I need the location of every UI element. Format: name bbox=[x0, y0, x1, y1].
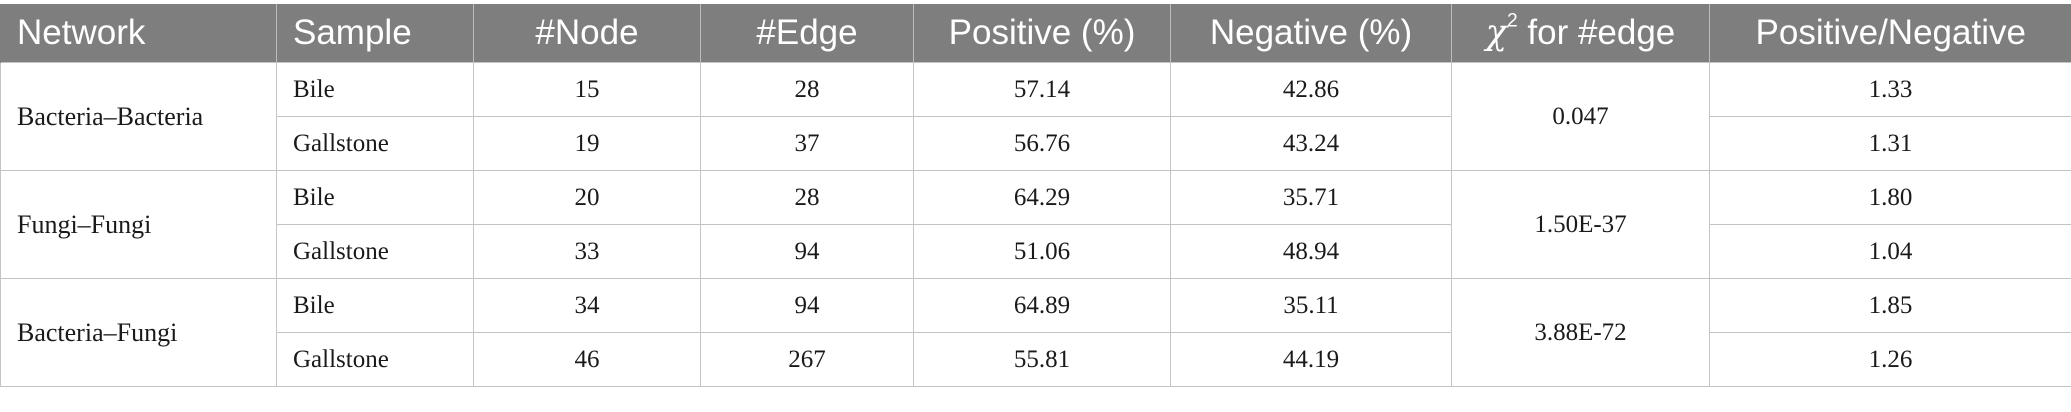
header-ratio: Positive/Negative bbox=[1709, 4, 2071, 63]
header-row: Network Sample #Node #Edge Positive (%) … bbox=[0, 4, 2071, 63]
node-cell: 19 bbox=[473, 116, 701, 171]
network-cell: Bacteria–Fungi bbox=[0, 278, 277, 387]
edge-cell: 37 bbox=[700, 116, 914, 171]
chi2-cell: 0.047 bbox=[1451, 62, 1710, 171]
ratio-cell: 1.33 bbox=[1709, 62, 2071, 117]
sample-cell: Gallstone bbox=[276, 332, 474, 387]
positive-cell: 64.89 bbox=[913, 278, 1171, 333]
negative-cell: 35.71 bbox=[1170, 170, 1452, 225]
network-cell: Fungi–Fungi bbox=[0, 170, 277, 279]
ratio-cell: 1.26 bbox=[1709, 332, 2071, 387]
sample-cell: Bile bbox=[276, 62, 474, 117]
negative-cell: 48.94 bbox=[1170, 224, 1452, 279]
chi-symbol: χ bbox=[1485, 13, 1507, 53]
edge-cell: 28 bbox=[700, 170, 914, 225]
table-row: Bacteria–Fungi Bile 34 94 64.89 35.11 3.… bbox=[0, 278, 2071, 387]
chi-label-rest: for #edge bbox=[1517, 13, 1676, 52]
table-body: Bacteria–Bacteria Bile 15 28 57.14 42.86… bbox=[0, 62, 2071, 387]
edge-cell: 94 bbox=[700, 278, 914, 333]
chi2-cell: 1.50E-37 bbox=[1451, 170, 1710, 279]
chi-superscript: 2 bbox=[1506, 10, 1518, 32]
header-chi2: χ2 for #edge bbox=[1451, 4, 1710, 63]
table-header: Network Sample #Node #Edge Positive (%) … bbox=[0, 4, 2071, 63]
network-cell: Bacteria–Bacteria bbox=[0, 62, 277, 171]
header-edge: #Edge bbox=[700, 4, 914, 63]
ratio-cell: 1.80 bbox=[1709, 170, 2071, 225]
negative-cell: 43.24 bbox=[1170, 116, 1452, 171]
sample-cell: Bile bbox=[276, 170, 474, 225]
edge-cell: 94 bbox=[700, 224, 914, 279]
header-positive: Positive (%) bbox=[913, 4, 1171, 63]
sample-cell: Gallstone bbox=[276, 116, 474, 171]
table-row: Gallstone 19 37 56.76 43.24 1.31 bbox=[1, 116, 2071, 171]
sample-cell: Gallstone bbox=[276, 224, 474, 279]
network-statistics-table: Network Sample #Node #Edge Positive (%) … bbox=[0, 4, 2071, 387]
positive-cell: 56.76 bbox=[913, 116, 1171, 171]
table-row: Gallstone 46 267 55.81 44.19 1.26 bbox=[1, 332, 2071, 387]
negative-cell: 42.86 bbox=[1170, 62, 1452, 117]
node-cell: 34 bbox=[473, 278, 701, 333]
node-cell: 33 bbox=[473, 224, 701, 279]
positive-cell: 64.29 bbox=[913, 170, 1171, 225]
table-row: Bacteria–Bacteria Bile 15 28 57.14 42.86… bbox=[0, 62, 2071, 171]
header-negative: Negative (%) bbox=[1170, 4, 1452, 63]
header-node: #Node bbox=[473, 4, 701, 63]
negative-cell: 44.19 bbox=[1170, 332, 1452, 387]
positive-cell: 55.81 bbox=[913, 332, 1171, 387]
sample-cell: Bile bbox=[276, 278, 474, 333]
positive-cell: 57.14 bbox=[913, 62, 1171, 117]
positive-cell: 51.06 bbox=[913, 224, 1171, 279]
ratio-cell: 1.85 bbox=[1709, 278, 2071, 333]
chi2-cell: 3.88E-72 bbox=[1451, 278, 1710, 387]
edge-cell: 28 bbox=[700, 62, 914, 117]
node-cell: 20 bbox=[473, 170, 701, 225]
edge-cell: 267 bbox=[700, 332, 914, 387]
table-row: Gallstone 33 94 51.06 48.94 1.04 bbox=[1, 224, 2071, 279]
ratio-cell: 1.04 bbox=[1709, 224, 2071, 279]
table-row: Fungi–Fungi Bile 20 28 64.29 35.71 1.50E… bbox=[0, 170, 2071, 279]
ratio-cell: 1.31 bbox=[1709, 116, 2071, 171]
node-cell: 46 bbox=[473, 332, 701, 387]
negative-cell: 35.11 bbox=[1170, 278, 1452, 333]
header-sample: Sample bbox=[276, 4, 474, 63]
node-cell: 15 bbox=[473, 62, 701, 117]
header-network: Network bbox=[0, 4, 277, 63]
